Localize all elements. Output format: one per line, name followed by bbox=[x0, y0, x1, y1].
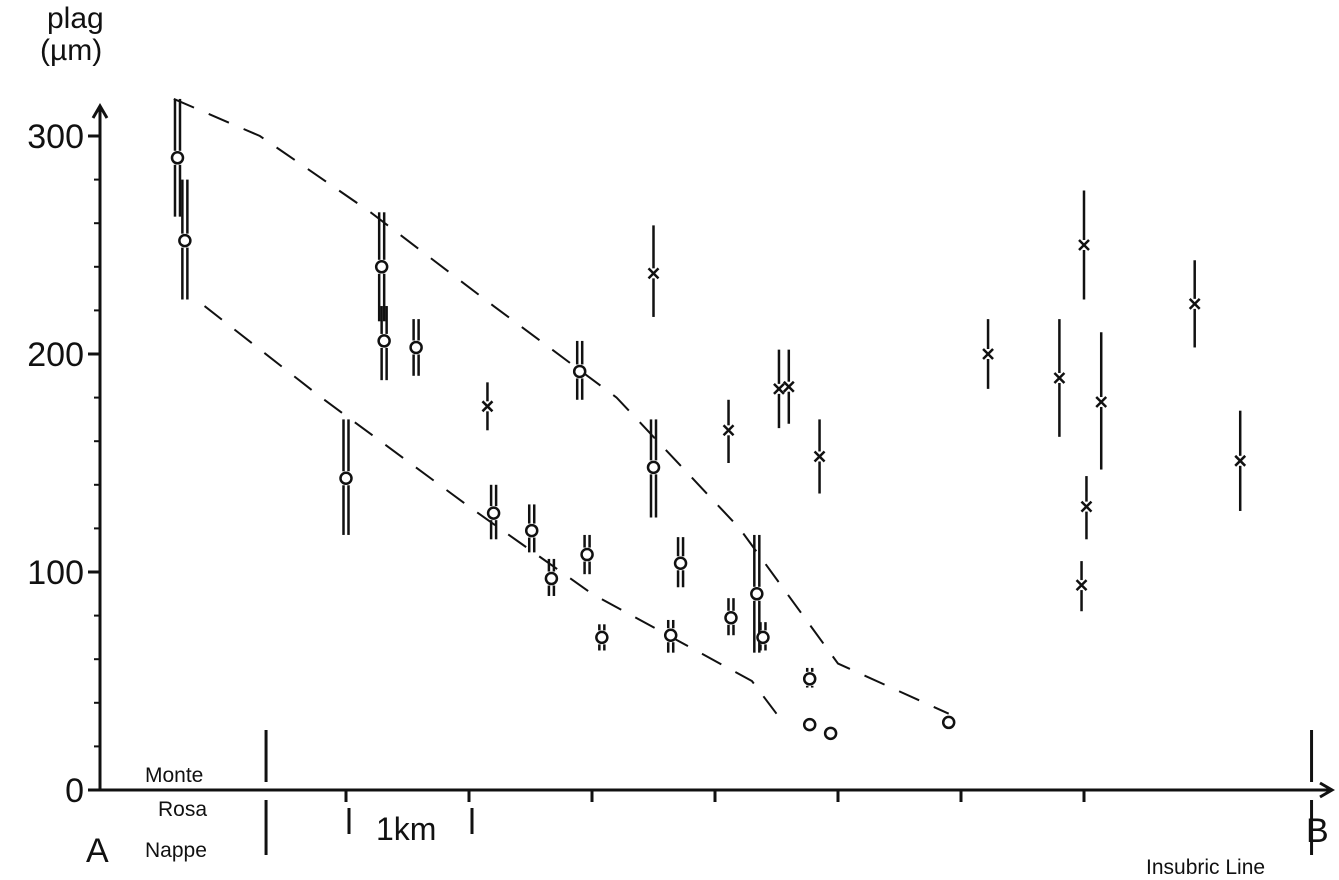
circle-marker bbox=[823, 726, 838, 741]
cross-marker bbox=[1234, 454, 1247, 467]
cross-marker bbox=[1075, 579, 1088, 591]
cross-marker bbox=[773, 382, 785, 395]
circle-marker bbox=[580, 547, 594, 562]
circle-marker bbox=[750, 587, 764, 601]
circle-marker bbox=[486, 506, 501, 520]
envelope-upper bbox=[173, 98, 950, 715]
cross-point bbox=[481, 382, 494, 431]
circle-marker bbox=[170, 151, 185, 165]
circle-point bbox=[178, 179, 192, 300]
ticks: 0 100 200 300 bbox=[27, 118, 1314, 855]
circle-marker bbox=[409, 340, 423, 355]
cross-point bbox=[813, 419, 826, 494]
cross-point bbox=[782, 349, 795, 424]
cross-point bbox=[1053, 319, 1066, 437]
cross-marker bbox=[1188, 297, 1201, 310]
zone-label-monte: Monte bbox=[145, 764, 203, 787]
cross-point bbox=[1078, 190, 1090, 300]
zone-label-insubric: Insubric Line bbox=[1146, 856, 1265, 879]
scale-bar-label: 1km bbox=[376, 811, 436, 847]
circle-marker bbox=[377, 334, 391, 348]
cross-marker bbox=[722, 424, 735, 437]
circle-marker bbox=[374, 260, 389, 274]
cross-point bbox=[1075, 561, 1088, 612]
circle-point bbox=[374, 212, 389, 322]
cross-point bbox=[647, 225, 660, 317]
zone-label-rosa: Rosa bbox=[158, 798, 207, 821]
circle-point bbox=[802, 667, 817, 688]
cross-marker bbox=[813, 450, 826, 463]
cross-point bbox=[773, 349, 785, 429]
circle-point bbox=[486, 484, 501, 540]
circle-marker bbox=[663, 628, 678, 642]
cross-marker bbox=[1078, 239, 1090, 251]
circle-marker bbox=[756, 630, 770, 645]
x-end-label: B bbox=[1306, 812, 1329, 850]
y-tick-label: 100 bbox=[27, 554, 84, 592]
circle-marker bbox=[673, 556, 688, 571]
circle-point bbox=[377, 306, 391, 381]
y-axis-label-line2: (µm) bbox=[40, 34, 102, 67]
y-axis-arrow bbox=[91, 103, 109, 119]
circle-point bbox=[802, 717, 817, 732]
y-tick-label: 200 bbox=[27, 336, 84, 374]
cross-point bbox=[982, 319, 994, 389]
cross-marker bbox=[647, 267, 660, 280]
circle-marker bbox=[178, 233, 192, 248]
data-points bbox=[170, 98, 1247, 741]
circle-point bbox=[339, 419, 353, 535]
circle-marker bbox=[802, 672, 817, 686]
circle-marker bbox=[724, 611, 738, 625]
cross-marker bbox=[1095, 396, 1108, 408]
cross-point bbox=[1234, 410, 1247, 511]
circle-point bbox=[724, 598, 738, 636]
circle-point bbox=[572, 340, 587, 400]
cross-marker bbox=[481, 400, 494, 413]
circle-point bbox=[941, 715, 956, 730]
circle-point bbox=[524, 504, 539, 553]
x-axis-arrow bbox=[1319, 781, 1335, 799]
circle-marker bbox=[544, 571, 559, 586]
circle-point bbox=[663, 619, 678, 653]
cross-marker bbox=[782, 380, 795, 393]
axes bbox=[91, 103, 1335, 799]
cross-marker bbox=[1080, 500, 1093, 513]
cross-point bbox=[722, 399, 735, 463]
envelope-lower bbox=[203, 305, 778, 715]
circle-marker bbox=[646, 460, 661, 475]
y-tick-label: 300 bbox=[27, 118, 84, 156]
circle-point bbox=[823, 726, 838, 741]
circle-marker bbox=[339, 471, 353, 486]
cross-marker bbox=[1053, 372, 1066, 384]
circle-marker bbox=[802, 717, 817, 732]
circle-point bbox=[544, 558, 559, 596]
circle-point bbox=[646, 419, 661, 518]
circle-marker bbox=[524, 523, 539, 538]
circle-point bbox=[409, 319, 423, 376]
y-tick-label: 0 bbox=[65, 772, 84, 810]
cross-point bbox=[1080, 476, 1093, 540]
x-start-label: A bbox=[86, 832, 109, 870]
circle-point bbox=[595, 624, 609, 651]
cross-point bbox=[1095, 332, 1108, 470]
cross-marker bbox=[982, 348, 994, 360]
zone-label-nappe: Nappe bbox=[145, 839, 207, 862]
circle-marker bbox=[595, 630, 609, 645]
circle-point bbox=[756, 622, 770, 651]
envelope bbox=[173, 98, 950, 715]
cross-point bbox=[1188, 260, 1201, 348]
circle-marker bbox=[941, 715, 956, 730]
y-axis-label-line1: plag bbox=[47, 2, 104, 35]
circle-point bbox=[673, 537, 688, 588]
circle-point bbox=[170, 98, 185, 217]
circle-marker bbox=[572, 364, 587, 379]
circle-point bbox=[580, 534, 594, 575]
